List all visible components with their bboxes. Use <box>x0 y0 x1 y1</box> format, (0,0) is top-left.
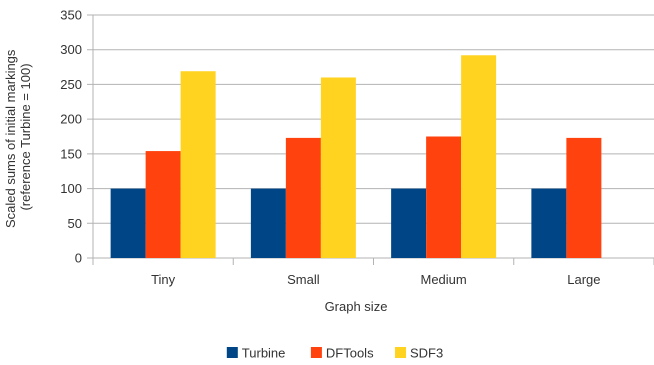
bar-turbine-tiny <box>110 188 146 258</box>
x-category-label: Tiny <box>151 272 176 287</box>
bar-dftools-medium <box>426 136 462 258</box>
bar-turbine-medium <box>391 188 427 258</box>
bars <box>110 55 602 258</box>
bar-dftools-tiny <box>145 151 181 258</box>
y-axis-title-line-2: (reference Turbine = 100) <box>18 63 33 210</box>
y-tick-label: 300 <box>60 42 82 57</box>
y-tick-label: 150 <box>60 146 82 161</box>
bar-dftools-small <box>285 137 321 258</box>
y-tick-label: 250 <box>60 77 82 92</box>
y-tick-label: 350 <box>60 8 82 23</box>
legend-swatch-dftools <box>310 347 322 358</box>
axes <box>92 15 654 265</box>
bar-sdf3-medium <box>461 55 497 258</box>
y-tick-label: 200 <box>60 112 82 127</box>
legend-label-dftools: DFTools <box>326 346 374 361</box>
bar-turbine-small <box>250 188 286 258</box>
y-tick-label: 100 <box>60 181 82 196</box>
y-axis-title: Scaled sums of initial markings (referen… <box>3 46 33 228</box>
legend: Turbine DFTools SDF3 <box>226 346 443 361</box>
legend-swatch-sdf3 <box>395 347 406 358</box>
legend-label-sdf3: SDF3 <box>410 346 443 361</box>
y-tick-label: 50 <box>68 216 82 231</box>
bar-sdf3-small <box>320 77 356 258</box>
x-category-label: Large <box>567 272 600 287</box>
legend-swatch-turbine <box>226 347 238 358</box>
y-axis-title-line-1: Scaled sums of initial markings <box>3 49 18 228</box>
bar-sdf3-tiny <box>180 71 216 258</box>
x-category-label: Medium <box>421 272 467 287</box>
bar-dftools-large <box>566 137 602 258</box>
x-axis-title: Graph size <box>325 299 388 314</box>
y-tick-label: 0 <box>75 251 82 266</box>
x-category-labels: Tiny Small Medium Large <box>151 272 600 287</box>
legend-label-turbine: Turbine <box>242 346 286 361</box>
bar-turbine-large <box>531 188 567 258</box>
x-category-label: Small <box>287 272 320 287</box>
y-tick-labels: 0 50 100 150 200 250 300 350 <box>60 8 82 266</box>
